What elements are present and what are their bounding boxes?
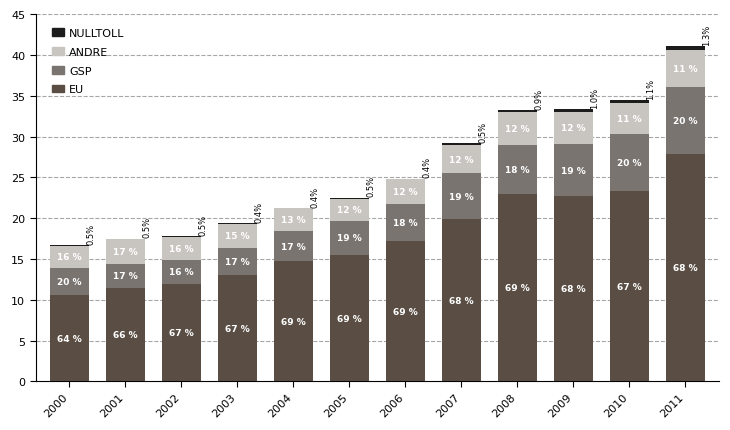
Bar	[498, 111, 537, 113]
Text: 17 %: 17 %	[225, 257, 250, 266]
Bar	[385, 180, 425, 204]
Bar	[330, 256, 369, 381]
Bar	[442, 145, 481, 174]
Text: 11 %: 11 %	[673, 65, 698, 74]
Text: 67 %: 67 %	[169, 328, 193, 337]
Bar	[385, 204, 425, 241]
Text: 17 %: 17 %	[113, 271, 138, 280]
Legend: NULLTOLL, ANDRE, GSP, EU: NULLTOLL, ANDRE, GSP, EU	[48, 24, 129, 100]
Text: 19 %: 19 %	[561, 166, 585, 175]
Text: 20 %: 20 %	[617, 159, 642, 168]
Text: 19 %: 19 %	[337, 234, 361, 243]
Bar	[330, 199, 369, 221]
Bar	[106, 288, 145, 381]
Text: 69 %: 69 %	[337, 314, 361, 323]
Text: 69 %: 69 %	[393, 307, 418, 316]
Text: 0.9%: 0.9%	[534, 88, 543, 109]
Text: 0.4%: 0.4%	[422, 157, 431, 178]
Text: 16 %: 16 %	[169, 268, 193, 276]
Text: 0.5%: 0.5%	[478, 122, 487, 143]
Text: 0.5%: 0.5%	[198, 214, 207, 235]
Bar	[666, 88, 705, 154]
Bar	[161, 284, 201, 381]
Bar	[498, 146, 537, 194]
Bar	[610, 192, 649, 381]
Text: 0.4%: 0.4%	[310, 186, 319, 207]
Text: 1.0%: 1.0%	[590, 87, 599, 108]
Bar	[553, 112, 593, 145]
Text: 0.5%: 0.5%	[366, 176, 375, 197]
Text: 1.3%: 1.3%	[702, 24, 711, 46]
Text: 67 %: 67 %	[617, 282, 642, 291]
Text: 68 %: 68 %	[449, 296, 474, 305]
Text: 18 %: 18 %	[505, 166, 529, 175]
Text: 12 %: 12 %	[561, 124, 585, 133]
Text: 16 %: 16 %	[57, 253, 82, 262]
Bar	[385, 179, 425, 180]
Text: 69 %: 69 %	[505, 283, 530, 292]
Text: 15 %: 15 %	[225, 232, 250, 241]
Text: 18 %: 18 %	[393, 218, 418, 227]
Bar	[666, 46, 705, 51]
Text: 11 %: 11 %	[617, 115, 642, 124]
Bar	[50, 246, 89, 268]
Bar	[274, 232, 313, 261]
Text: 12 %: 12 %	[505, 125, 529, 134]
Text: 68 %: 68 %	[673, 264, 698, 273]
Text: 12 %: 12 %	[393, 188, 418, 197]
Text: 0.5%: 0.5%	[142, 217, 151, 238]
Bar	[106, 240, 145, 264]
Bar	[553, 197, 593, 381]
Bar	[274, 261, 313, 381]
Bar	[553, 110, 593, 112]
Bar	[553, 145, 593, 197]
Bar	[610, 104, 649, 135]
Bar	[610, 101, 649, 104]
Text: 13 %: 13 %	[281, 216, 306, 225]
Bar	[330, 198, 369, 199]
Bar	[161, 237, 201, 261]
Bar	[218, 224, 257, 248]
Text: 20 %: 20 %	[57, 277, 82, 286]
Bar	[50, 295, 89, 381]
Bar	[218, 275, 257, 381]
Text: 19 %: 19 %	[449, 192, 474, 201]
Bar	[498, 113, 537, 146]
Text: 67 %: 67 %	[225, 324, 250, 333]
Bar	[274, 208, 313, 209]
Bar	[666, 51, 705, 88]
Text: 64 %: 64 %	[57, 334, 82, 343]
Text: 1.1%: 1.1%	[646, 78, 655, 99]
Bar	[442, 174, 481, 219]
Text: 68 %: 68 %	[561, 285, 585, 294]
Text: 12 %: 12 %	[337, 206, 361, 215]
Text: 20 %: 20 %	[673, 117, 698, 126]
Bar	[498, 194, 537, 381]
Bar	[274, 209, 313, 232]
Bar	[106, 264, 145, 288]
Bar	[330, 221, 369, 256]
Bar	[218, 248, 257, 275]
Bar	[666, 154, 705, 381]
Bar	[442, 219, 481, 381]
Bar	[106, 239, 145, 240]
Text: 17 %: 17 %	[113, 247, 138, 256]
Text: 0.5%: 0.5%	[86, 223, 95, 245]
Bar	[50, 268, 89, 295]
Text: 0.4%: 0.4%	[254, 201, 263, 222]
Text: 66 %: 66 %	[113, 330, 137, 339]
Bar	[161, 261, 201, 284]
Bar	[385, 241, 425, 381]
Text: 17 %: 17 %	[281, 242, 306, 251]
Text: 69 %: 69 %	[281, 317, 306, 326]
Bar	[610, 135, 649, 192]
Bar	[442, 144, 481, 145]
Text: 16 %: 16 %	[169, 244, 193, 253]
Text: 12 %: 12 %	[449, 155, 474, 164]
